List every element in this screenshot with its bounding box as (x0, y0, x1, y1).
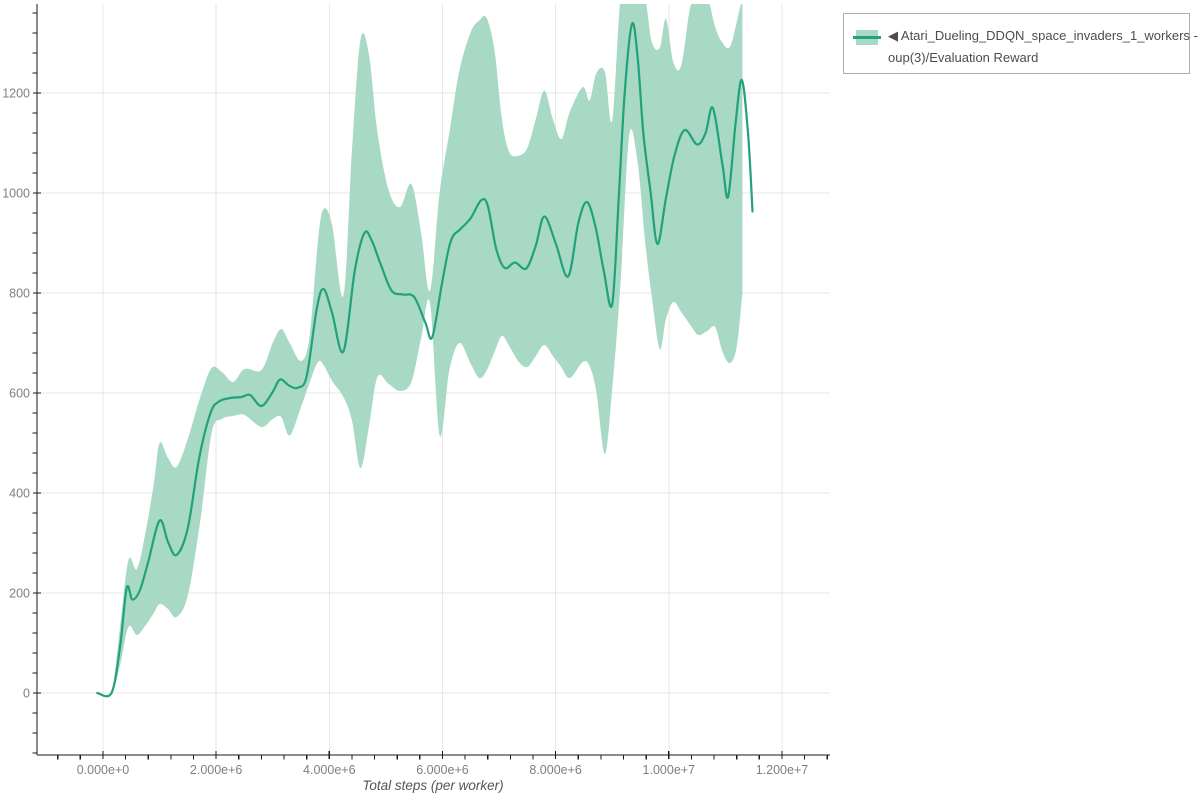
x-tick-label: 6.000e+6 (416, 763, 469, 777)
x-tick-label: 4.000e+6 (303, 763, 356, 777)
legend-label-line1: ◀ Atari_Dueling_DDQN_space_invaders_1_wo… (888, 28, 1200, 43)
x-tick-label: 1.000e+7 (643, 763, 696, 777)
legend[interactable]: ◀ Atari_Dueling_DDQN_space_invaders_1_wo… (843, 13, 1200, 74)
legend-label-line2: oup(3)/Evaluation Reward (888, 50, 1039, 65)
y-tick-label: 200 (9, 587, 30, 601)
x-axis-title: Total steps (per worker) (362, 778, 504, 793)
legend-label[interactable]: ◀ Atari_Dueling_DDQN_space_invaders_1_wo… (888, 25, 1200, 69)
legend-swatch-icon (853, 30, 881, 45)
x-tick-label: 2.000e+6 (190, 763, 243, 777)
y-tick-label: 600 (9, 387, 30, 401)
x-tick-label: 1.200e+7 (756, 763, 809, 777)
y-tick-label: 800 (9, 287, 30, 301)
y-tick-label: 1200 (2, 87, 30, 101)
legend-line-swatch (853, 36, 881, 39)
y-tick-label: 400 (9, 487, 30, 501)
y-tick-label: 1000 (2, 187, 30, 201)
x-tick-label: 8.000e+6 (529, 763, 582, 777)
x-tick-label: 0.000e+0 (77, 763, 130, 777)
y-tick-label: 0 (23, 687, 30, 701)
